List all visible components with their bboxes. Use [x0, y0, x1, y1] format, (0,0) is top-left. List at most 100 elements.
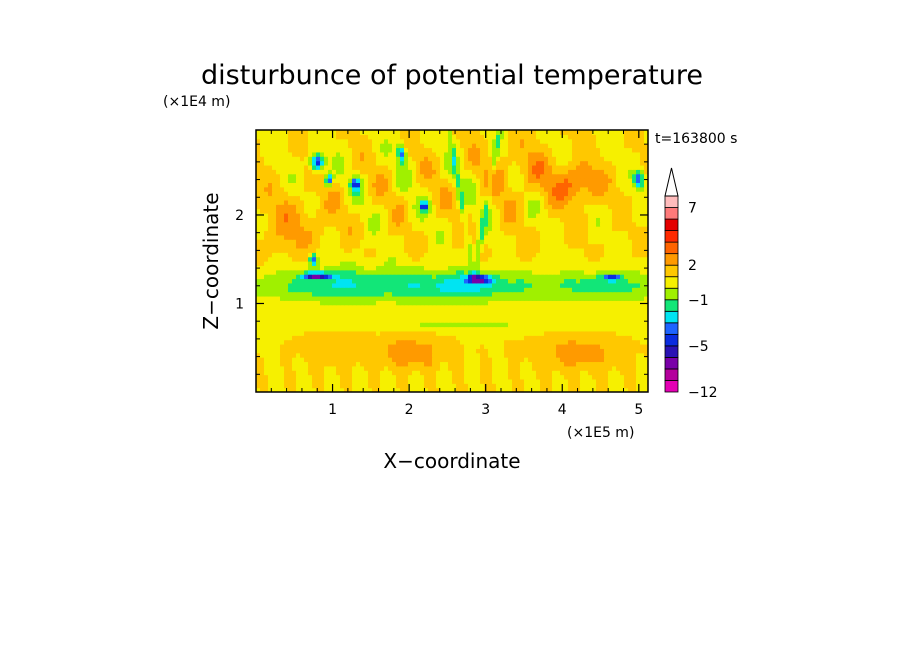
heatmap-cell — [640, 186, 645, 192]
heatmap-cell — [384, 234, 389, 240]
heatmap-cell — [412, 282, 417, 288]
heatmap-cell — [584, 313, 589, 319]
heatmap-cell — [368, 204, 373, 210]
heatmap-cell — [380, 252, 385, 258]
heatmap-cell — [600, 252, 605, 258]
heatmap-cell — [536, 217, 541, 223]
heatmap-cell — [640, 261, 645, 266]
heatmap-cell — [264, 383, 269, 389]
heatmap-cell — [444, 287, 449, 293]
heatmap-cell — [412, 352, 417, 358]
heatmap-cell — [324, 239, 329, 245]
heatmap-cell — [572, 274, 577, 280]
heatmap-cell — [444, 239, 449, 245]
heatmap-cell — [500, 291, 505, 297]
heatmap-cell — [444, 186, 449, 192]
heatmap-cell — [368, 217, 373, 223]
heatmap-cell — [256, 178, 261, 183]
heatmap-cell — [304, 256, 309, 262]
heatmap-cell — [624, 326, 629, 332]
heatmap-cell — [632, 313, 637, 319]
heatmap-cell — [504, 357, 509, 363]
heatmap-cell — [624, 348, 629, 354]
heatmap-cell — [424, 234, 429, 240]
heatmap-cell — [432, 230, 437, 236]
heatmap-cell — [408, 304, 413, 310]
heatmap-cell — [280, 343, 285, 349]
heatmap-cell — [436, 265, 441, 271]
heatmap-cell — [364, 374, 369, 380]
heatmap-cell — [468, 252, 473, 258]
heatmap-cell — [548, 282, 553, 288]
heatmap-cell — [624, 374, 629, 380]
heatmap-cell — [528, 212, 533, 218]
heatmap-cell — [372, 274, 377, 280]
heatmap-cell — [620, 217, 625, 223]
heatmap-cell — [636, 217, 641, 223]
heatmap-cell — [548, 304, 553, 310]
heatmap-cell — [480, 265, 485, 271]
heatmap-cell — [544, 269, 549, 275]
heatmap-cell — [412, 365, 417, 371]
heatmap-cell — [336, 243, 341, 249]
heatmap-cell — [488, 221, 493, 227]
heatmap-cell — [352, 269, 357, 275]
heatmap-cell — [516, 313, 521, 319]
heatmap-cell — [368, 317, 373, 323]
heatmap-cell — [360, 361, 365, 367]
heatmap-cell — [548, 383, 553, 389]
heatmap-cell — [352, 243, 357, 249]
heatmap-cell — [508, 243, 513, 249]
heatmap-cell — [548, 378, 553, 384]
heatmap-cell — [644, 226, 648, 232]
heatmap-cell — [516, 374, 521, 380]
heatmap-cell — [256, 326, 261, 332]
heatmap-cell — [444, 178, 449, 183]
heatmap-cell — [484, 208, 489, 214]
heatmap-cell — [432, 387, 437, 392]
heatmap-cell — [536, 265, 541, 271]
heatmap-cell — [600, 300, 605, 306]
heatmap-cell — [268, 287, 273, 293]
heatmap-cell — [260, 383, 265, 389]
heatmap-cell — [432, 274, 437, 280]
heatmap-cell — [524, 221, 529, 227]
heatmap-cell — [364, 173, 369, 179]
heatmap-cell — [272, 265, 277, 271]
heatmap-cell — [624, 243, 629, 249]
heatmap-cell — [616, 335, 621, 341]
heatmap-cell — [588, 186, 593, 192]
heatmap-cell — [424, 322, 429, 328]
heatmap-cell — [356, 357, 361, 363]
heatmap-cell — [584, 352, 589, 358]
heatmap-cell — [444, 282, 449, 288]
heatmap-cell — [260, 234, 265, 240]
heatmap-cell — [284, 378, 289, 384]
heatmap-cell — [556, 234, 561, 240]
heatmap-cell — [600, 278, 605, 284]
heatmap-cell — [572, 370, 577, 376]
heatmap-cell — [540, 239, 545, 245]
heatmap-cell — [260, 261, 265, 266]
heatmap-cell — [332, 243, 337, 249]
heatmap-cell — [504, 178, 509, 183]
heatmap-cell — [284, 352, 289, 358]
heatmap-cell — [564, 274, 569, 280]
heatmap-cell — [420, 322, 425, 328]
heatmap-cell — [624, 361, 629, 367]
heatmap-cell — [476, 169, 481, 175]
heatmap-cell — [276, 265, 281, 271]
heatmap-cell — [348, 195, 353, 201]
heatmap-cell — [572, 204, 577, 210]
heatmap-cell — [504, 169, 509, 175]
heatmap-cell — [488, 387, 493, 392]
heatmap-cell — [304, 365, 309, 371]
heatmap-cell — [544, 173, 549, 179]
heatmap-cell — [424, 343, 429, 349]
heatmap-cell — [420, 330, 425, 336]
heatmap-cell — [432, 383, 437, 389]
heatmap-cell — [304, 182, 309, 188]
heatmap-cell — [460, 374, 465, 380]
heatmap-cell — [268, 204, 273, 210]
heatmap-cell — [452, 252, 457, 258]
